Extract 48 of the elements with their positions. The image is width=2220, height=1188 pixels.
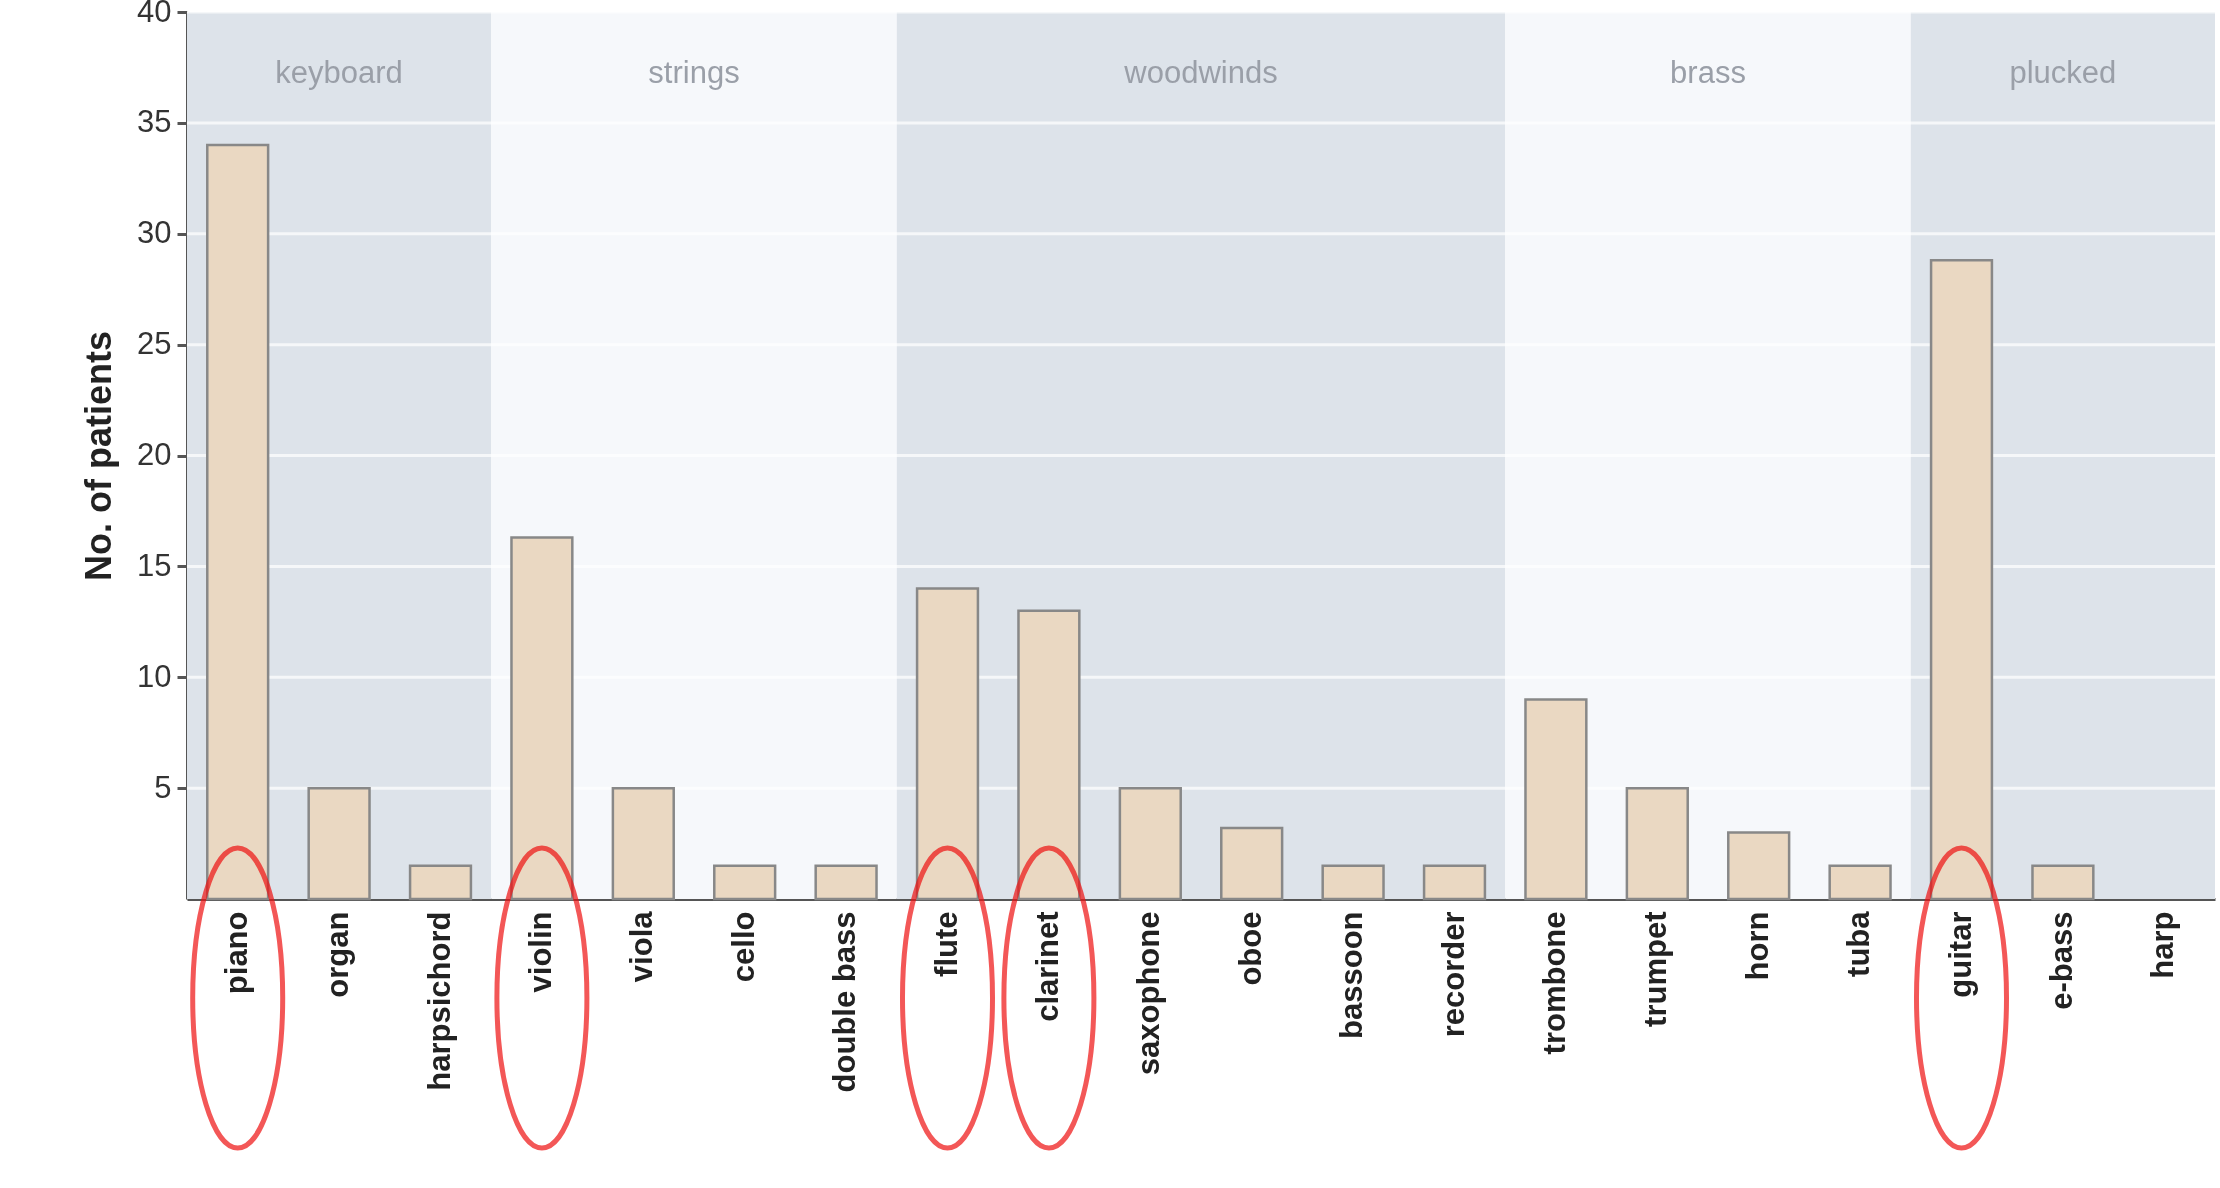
x-tick-label: recorder: [1435, 911, 1471, 1038]
x-tick-label: saxophone: [1131, 911, 1167, 1076]
bar: [1727, 831, 1791, 901]
x-tick-label: trombone: [1536, 911, 1572, 1055]
bar: [611, 786, 675, 901]
x-tick-label: flute: [928, 911, 964, 977]
bar: [408, 864, 473, 901]
band-label: plucked: [2009, 55, 2117, 90]
bar: [1524, 698, 1588, 901]
bar: [1625, 786, 1689, 901]
x-tick-label: harp: [2145, 911, 2181, 979]
band-label: woodwinds: [1123, 55, 1278, 90]
x-tick-label: trumpet: [1638, 911, 1674, 1027]
y-tick-label: 10: [137, 658, 172, 694]
band-label: keyboard: [275, 55, 403, 90]
band-label: strings: [648, 55, 740, 90]
x-tick-label: bassoon: [1334, 911, 1370, 1039]
bar: [1118, 786, 1182, 901]
y-axis-title: No. of patients: [78, 331, 120, 581]
x-tick-label: harpsichord: [421, 911, 457, 1091]
x-tick-label: cello: [725, 911, 761, 983]
bar: [713, 864, 777, 901]
bar: [1220, 826, 1284, 901]
x-tick-label: e-bass: [2043, 911, 2079, 1010]
x-tick-label: organ: [320, 911, 356, 998]
x-tick-label: tuba: [1841, 910, 1877, 977]
y-tick-label: 35: [137, 104, 172, 140]
bar: [307, 786, 371, 901]
band-label: brass: [1670, 55, 1746, 90]
bar: [1321, 864, 1385, 901]
x-tick-label: clarinet: [1029, 911, 1065, 1022]
y-tick-label: 40: [137, 0, 172, 29]
x-tick-label: guitar: [1942, 911, 1978, 998]
y-tick-label: 5: [154, 769, 172, 805]
bar: [814, 864, 878, 901]
x-tick-label: piano: [218, 911, 254, 995]
y-tick-label: 20: [137, 437, 172, 472]
y-tick-label: 30: [137, 215, 172, 251]
x-tick-label: horn: [1739, 911, 1775, 981]
bar: [1422, 864, 1487, 901]
y-tick-label: 15: [137, 547, 172, 583]
bar: [2031, 864, 2095, 901]
x-tick-label: double bass: [827, 911, 863, 1093]
x-tick-label: violin: [522, 911, 558, 993]
y-tick-label: 25: [137, 326, 172, 362]
bar: [1828, 864, 1892, 901]
x-tick-label: oboe: [1232, 911, 1268, 986]
x-tick-label: viola: [624, 910, 660, 983]
